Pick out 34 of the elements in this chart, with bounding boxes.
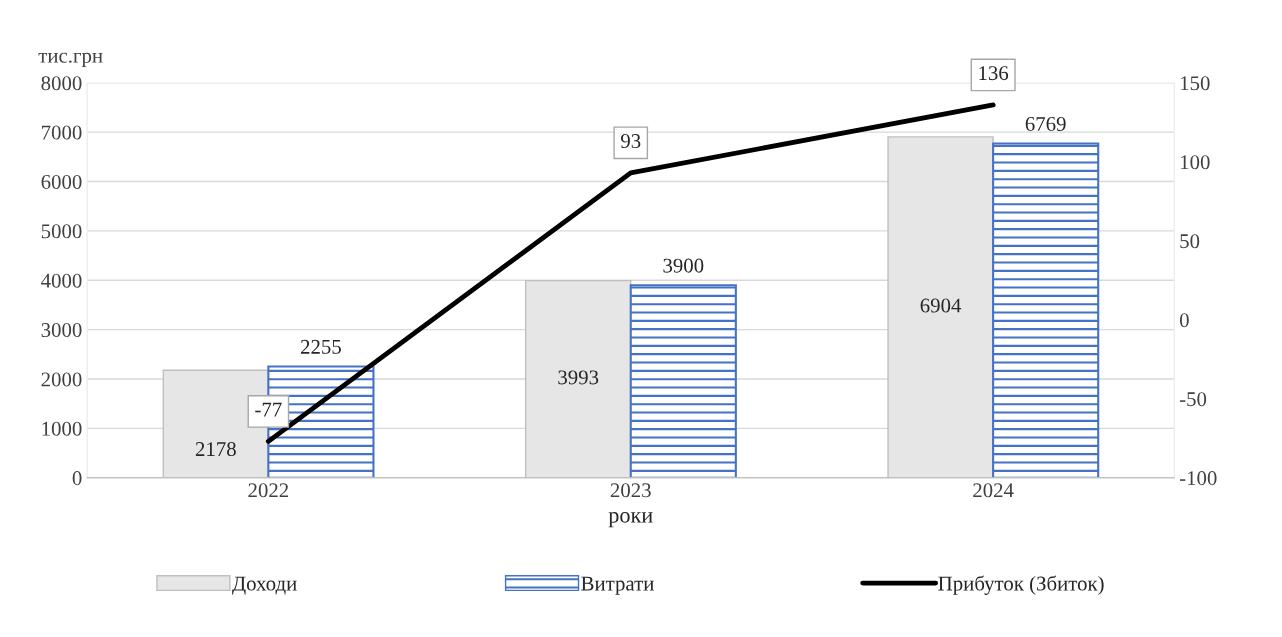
y2-tick-label: 150 bbox=[1181, 76, 1210, 91]
y-tick-label: 7000 bbox=[42, 125, 82, 140]
data-label: 3993 bbox=[558, 370, 599, 385]
data-label: 6904 bbox=[920, 298, 962, 313]
legend-label: Витрати bbox=[581, 576, 654, 595]
y-tick-label: 6000 bbox=[41, 174, 82, 189]
y-tick-label: 3000 bbox=[41, 323, 82, 338]
legend-label: Прибуток (Збиток) bbox=[938, 575, 1104, 595]
y-tick-label: 4000 bbox=[41, 273, 82, 288]
x-tick-label: 2022 bbox=[248, 483, 289, 498]
y-axis-title: тис.грн bbox=[38, 52, 103, 68]
y-tick-label: 8000 bbox=[41, 76, 82, 91]
y2-tick-label: 0 bbox=[1179, 313, 1189, 328]
data-label: 2178 bbox=[195, 442, 236, 457]
legend-label: Доходи bbox=[232, 576, 297, 595]
data-label: 136 bbox=[979, 66, 1009, 81]
x-tick-label: 2023 bbox=[610, 483, 651, 498]
y2-tick-label: -100 bbox=[1179, 471, 1217, 486]
data-label: -77 bbox=[255, 402, 282, 417]
y2-tick-label: -50 bbox=[1179, 392, 1207, 407]
x-tick-label: 2024 bbox=[973, 483, 1014, 498]
y2-tick-label: 100 bbox=[1181, 155, 1210, 170]
y-tick-label: 1000 bbox=[42, 421, 82, 436]
data-label: 3900 bbox=[663, 258, 704, 273]
y2-tick-label: 50 bbox=[1180, 234, 1200, 249]
bar bbox=[992, 142, 1100, 478]
bar bbox=[629, 284, 737, 478]
x-axis-title: роки bbox=[608, 512, 653, 528]
data-label: 6769 bbox=[1025, 117, 1066, 132]
y-tick-label: 0 bbox=[72, 471, 82, 486]
data-label: 2255 bbox=[300, 339, 341, 354]
data-label: 93 bbox=[621, 134, 641, 149]
y-tick-label: 2000 bbox=[41, 372, 82, 387]
y-tick-label: 5000 bbox=[41, 224, 82, 239]
